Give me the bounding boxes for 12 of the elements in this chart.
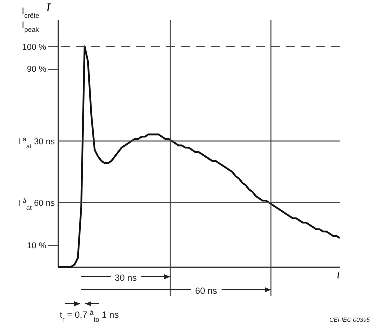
y-tick-label: 10 % [27, 240, 47, 250]
text: I$_{crête}$ [22, 6, 40, 20]
text: 30 ns [114, 273, 138, 283]
x-axis-title: t [337, 268, 342, 282]
ref-line-label: I $^{à}$$_{at}$ 30 ns [18, 136, 55, 150]
text: t$_{r}$ = 0,7 $^{à}$$_{to}$ 1 ns [60, 310, 120, 324]
text: 60 ns [195, 286, 218, 296]
ref-line-label: I $^{à}$$_{at}$ 60 ns [18, 198, 55, 212]
text: I$_{peak}$ [22, 20, 40, 34]
y-tick-label: 90 % [27, 64, 47, 74]
y-axis-title: I [46, 0, 52, 14]
y-tick-label: 100 % [22, 42, 47, 52]
